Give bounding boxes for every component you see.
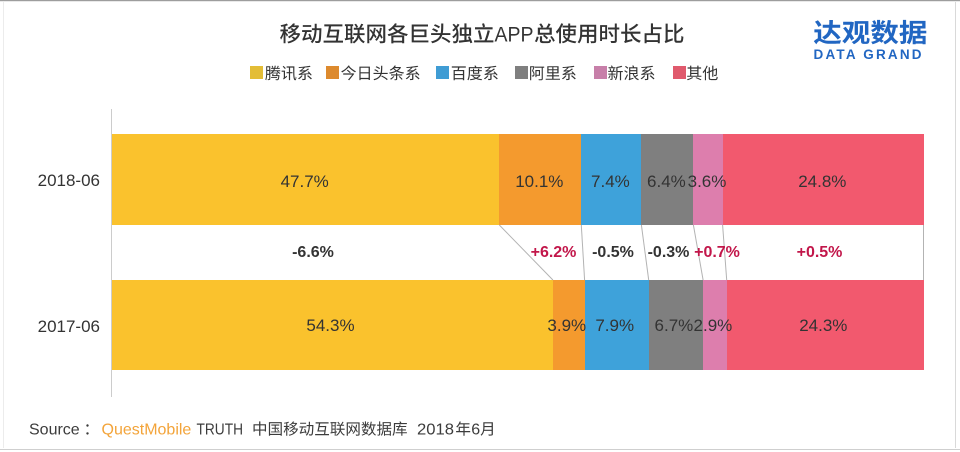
svg-text:6: 6 [471, 422, 480, 439]
svg-text:Source: Source [29, 422, 80, 439]
svg-text:QuestMobile: QuestMobile [102, 422, 192, 439]
svg-text:2018: 2018 [417, 422, 454, 439]
svg-text:TRUTH: TRUTH [197, 422, 244, 439]
svg-text:APP: APP [495, 23, 534, 47]
